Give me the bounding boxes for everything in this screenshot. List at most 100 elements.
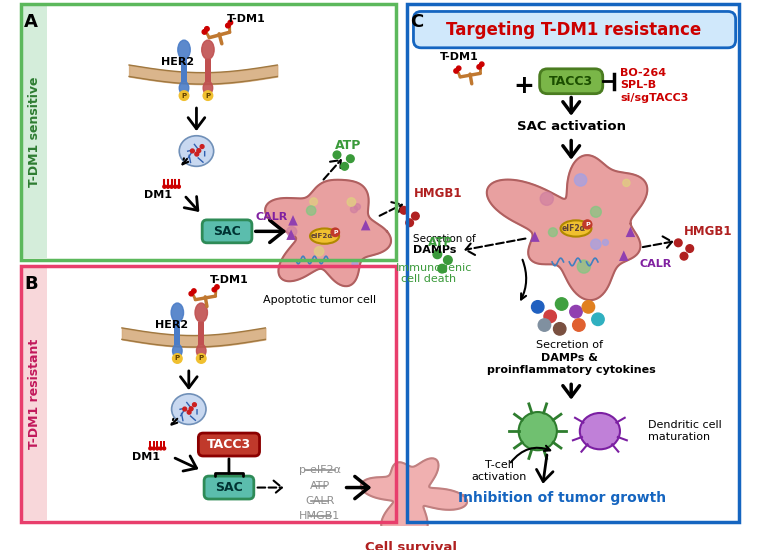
Bar bbox=[23, 6, 47, 258]
Text: TACC3: TACC3 bbox=[207, 438, 251, 451]
Circle shape bbox=[592, 313, 604, 326]
Circle shape bbox=[572, 319, 585, 331]
Circle shape bbox=[354, 204, 360, 210]
FancyBboxPatch shape bbox=[540, 69, 603, 94]
Text: Cell survival: Cell survival bbox=[365, 541, 457, 550]
Circle shape bbox=[544, 310, 556, 323]
Circle shape bbox=[570, 305, 582, 318]
Ellipse shape bbox=[178, 40, 190, 59]
Circle shape bbox=[412, 212, 420, 220]
Text: Secretion of: Secretion of bbox=[536, 340, 606, 350]
Circle shape bbox=[187, 410, 191, 414]
Circle shape bbox=[444, 256, 452, 265]
Circle shape bbox=[166, 185, 169, 188]
Ellipse shape bbox=[171, 303, 184, 322]
Text: cell death: cell death bbox=[401, 274, 456, 284]
Ellipse shape bbox=[179, 81, 188, 95]
Circle shape bbox=[149, 447, 152, 450]
Text: C: C bbox=[410, 13, 424, 31]
Text: Targeting T-DM1 resistance: Targeting T-DM1 resistance bbox=[446, 21, 701, 38]
Text: T-cell
activation: T-cell activation bbox=[472, 460, 527, 482]
Ellipse shape bbox=[310, 228, 339, 244]
Circle shape bbox=[622, 179, 630, 186]
Circle shape bbox=[179, 91, 188, 101]
Circle shape bbox=[200, 145, 204, 148]
Text: T-DM1: T-DM1 bbox=[226, 14, 265, 24]
Text: T-DM1 sensitive: T-DM1 sensitive bbox=[28, 76, 41, 187]
Text: T-DM1: T-DM1 bbox=[440, 52, 479, 62]
Polygon shape bbox=[361, 220, 370, 230]
Circle shape bbox=[226, 23, 230, 28]
Text: eIF2α: eIF2α bbox=[311, 233, 334, 239]
Text: HMGB1: HMGB1 bbox=[413, 186, 462, 200]
Ellipse shape bbox=[201, 40, 214, 59]
Text: TACC3: TACC3 bbox=[549, 75, 594, 88]
Text: Inhibition of tumor growth: Inhibition of tumor growth bbox=[458, 491, 666, 505]
Circle shape bbox=[433, 250, 442, 258]
Circle shape bbox=[480, 62, 484, 67]
Circle shape bbox=[583, 220, 592, 229]
Circle shape bbox=[197, 148, 201, 152]
Circle shape bbox=[159, 447, 162, 450]
Text: P: P bbox=[205, 92, 211, 98]
Ellipse shape bbox=[195, 303, 207, 322]
Circle shape bbox=[315, 246, 324, 256]
Ellipse shape bbox=[196, 344, 206, 358]
Circle shape bbox=[591, 239, 601, 249]
Circle shape bbox=[152, 447, 155, 450]
Circle shape bbox=[310, 198, 318, 206]
Circle shape bbox=[350, 206, 357, 213]
Circle shape bbox=[189, 292, 194, 296]
Circle shape bbox=[556, 298, 568, 310]
Circle shape bbox=[549, 228, 557, 236]
Circle shape bbox=[531, 301, 544, 313]
Circle shape bbox=[578, 260, 591, 273]
Circle shape bbox=[333, 151, 340, 159]
Ellipse shape bbox=[561, 221, 591, 236]
Circle shape bbox=[183, 407, 187, 411]
Text: BO-264: BO-264 bbox=[620, 68, 666, 78]
Text: +: + bbox=[513, 74, 534, 98]
Text: SPL-B: SPL-B bbox=[620, 80, 656, 90]
Text: proinflammatory cytokines: proinflammatory cytokines bbox=[487, 365, 656, 375]
Text: P: P bbox=[182, 92, 187, 98]
FancyBboxPatch shape bbox=[413, 12, 736, 48]
Text: SAC activation: SAC activation bbox=[517, 120, 625, 133]
Text: DM1: DM1 bbox=[131, 452, 160, 462]
Text: SAC: SAC bbox=[213, 225, 241, 238]
Polygon shape bbox=[530, 232, 540, 242]
Text: T-DM1: T-DM1 bbox=[210, 275, 249, 285]
Circle shape bbox=[680, 252, 688, 260]
FancyBboxPatch shape bbox=[204, 476, 254, 499]
Polygon shape bbox=[487, 155, 648, 300]
Circle shape bbox=[228, 20, 233, 25]
Circle shape bbox=[170, 185, 173, 188]
Ellipse shape bbox=[172, 394, 206, 425]
Circle shape bbox=[191, 149, 195, 153]
Ellipse shape bbox=[580, 413, 620, 449]
Circle shape bbox=[591, 206, 601, 217]
Circle shape bbox=[400, 206, 407, 214]
Circle shape bbox=[518, 412, 557, 450]
FancyBboxPatch shape bbox=[202, 220, 252, 243]
Circle shape bbox=[454, 69, 458, 73]
Text: P: P bbox=[333, 230, 337, 235]
Text: DAMPs: DAMPs bbox=[413, 245, 457, 255]
Text: eIF2α: eIF2α bbox=[562, 224, 585, 233]
Polygon shape bbox=[361, 458, 467, 535]
Circle shape bbox=[189, 407, 193, 411]
Circle shape bbox=[173, 185, 177, 188]
Circle shape bbox=[306, 206, 316, 215]
Text: CALR: CALR bbox=[305, 496, 334, 506]
Circle shape bbox=[204, 26, 209, 31]
Circle shape bbox=[177, 185, 180, 188]
Circle shape bbox=[406, 219, 413, 227]
Ellipse shape bbox=[179, 136, 214, 166]
Bar bbox=[407, 4, 739, 522]
Text: HER2: HER2 bbox=[155, 320, 188, 330]
Text: P: P bbox=[585, 222, 590, 227]
Circle shape bbox=[196, 354, 206, 363]
Text: HMGB1: HMGB1 bbox=[684, 225, 733, 238]
Circle shape bbox=[156, 447, 159, 450]
Circle shape bbox=[686, 245, 694, 252]
